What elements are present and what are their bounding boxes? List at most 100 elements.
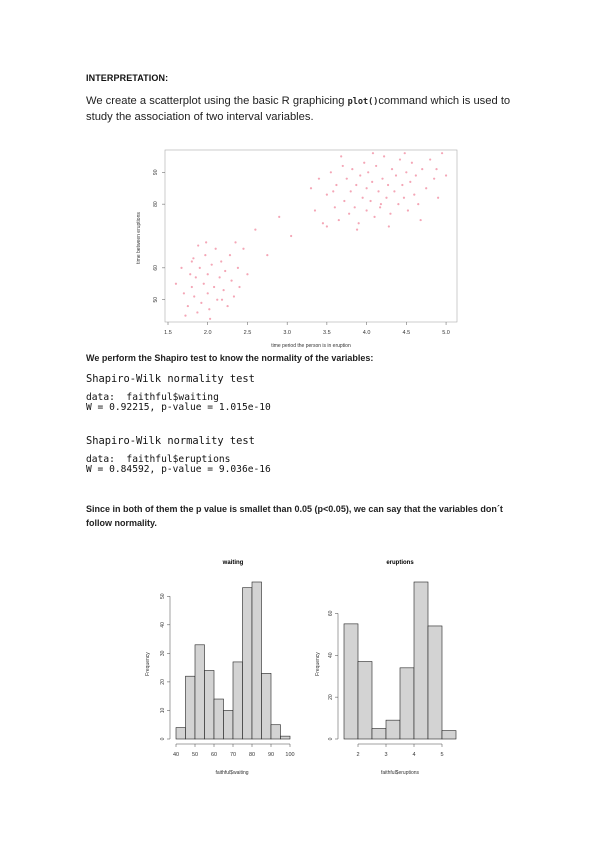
scatter-point [184,314,187,317]
histogram-bar [427,625,443,740]
scatter-point [190,285,193,289]
test2-result: W = 0.84592, p-value = 9.036e-16 [86,464,271,475]
scatter-point [214,247,217,250]
scatter-point [242,247,245,250]
hist-x-tick-label: 70 [230,752,236,758]
scatter-point [413,193,416,196]
scatter-point [202,282,205,285]
scatter-point [348,212,351,215]
test2-title: Shapiro-Wilk normality test [86,435,255,447]
scatter-point [333,206,336,209]
scatter-point [210,263,213,266]
hist-y-tick-label: 60 [328,610,334,616]
scatter-point [421,168,424,171]
scatter-point [367,171,370,174]
scatter-x-tick-label: 4.5 [403,330,411,336]
hist-y-tick-label: 30 [160,650,166,656]
scatter-point [232,295,236,298]
scatter-point [409,180,412,183]
scatter-point [345,177,348,180]
scatter-point [332,190,335,193]
scatter-point [236,266,240,269]
scatter-y-label: time between eruptions [136,212,142,264]
scatter-x-tick-label: 5.0 [442,330,450,336]
test2-data-line: data: faithful$eruptions [86,454,231,465]
intro-paragraph: We create a scatterplot using the basic … [86,94,516,125]
scatter-point [417,203,420,206]
scatter-point [373,215,376,218]
scatter-point [206,273,209,276]
scatter-point [398,158,402,161]
scatter-point [205,241,208,244]
shapiro-intro: We perform the Shapiro test to know the … [86,353,374,363]
hist-waiting-xlabel: faithful$waiting [215,770,248,776]
scatter-plot-border [164,149,458,323]
scatter-point [218,276,221,279]
scatter-point [385,196,388,199]
scatter-point [340,155,343,158]
histogram-bar [343,623,359,740]
scatter-point [190,260,193,263]
scatter-point [371,180,374,183]
scatter-y-tick-label: 60 [153,265,159,271]
scatter-point [208,308,211,311]
histogram-bar [175,727,186,740]
histogram-waiting: waiting 0 10 20 30 40 50 40 50 60 70 80 90 100 faith… [145,560,295,776]
scatter-point [309,187,313,190]
scatter-axes: 1.5 2.0 2.5 3.0 3.5 4.0 4.5 5.0 50 60 80 90 [153,169,450,336]
scatter-point [371,152,375,155]
scatter-point [369,199,372,203]
scatter-point [325,193,328,196]
hist-x-tick-label: 3 [384,752,387,758]
scatter-point [401,183,404,187]
scatter-point [341,164,344,168]
scatter-point [419,218,422,222]
scatter-point [357,222,360,225]
test1-data-line: data: faithful$waiting [86,392,219,403]
scatter-point [246,273,249,276]
hist-x-tick-label: 4 [412,752,415,758]
scatter-point [440,152,444,155]
intro-code: plot() [347,97,379,107]
histogram-bar [204,670,215,740]
hist-x-tick-label: 2 [356,752,359,758]
hist-waiting-bars: 0 10 20 30 40 50 40 50 60 70 80 90 100 [160,581,295,758]
hist-y-tick-label: 10 [160,707,166,713]
histogram-bar [413,581,429,740]
scatter-x-tick-label: 2.0 [204,330,212,336]
hist-x-tick-label: 90 [268,752,274,758]
histogram-bar [357,661,373,740]
scatter-point [216,298,219,301]
scatter-point [222,289,225,292]
scatter-point [196,311,199,314]
hist-y-tick-label: 50 [160,593,166,599]
scatter-point [220,260,223,263]
scatter-point [435,168,438,171]
scatter-point [313,209,317,212]
scatter-point [209,317,212,320]
histogram-bar [194,644,205,740]
scatter-point [254,228,257,231]
scatter-point [379,203,383,206]
scatter-point [198,266,201,269]
scatter-point [290,234,293,238]
scatter-point [375,164,378,168]
scatter-x-tick-label: 2.5 [244,330,252,336]
scatter-point [429,158,432,161]
scatter-x-label: time period the person is in eruption [271,343,351,349]
scatter-point [182,292,185,295]
scatter-point [230,279,233,282]
scatter-point [238,285,241,289]
scatter-point [220,298,224,301]
scatter-point [197,244,200,247]
scatter-point [389,212,392,215]
histogram-bar [280,735,291,740]
scatter-point [406,209,410,212]
scatter-point [204,254,207,257]
scatter-point [386,183,390,187]
scatterplot: 1.5 2.0 2.5 3.0 3.5 4.0 4.5 5.0 50 60 80 90 time pe… [136,149,458,349]
scatter-point [206,292,209,295]
scatter-point [278,215,281,218]
scatter-point [226,304,229,308]
hist-y-tick-label: 40 [328,652,334,658]
